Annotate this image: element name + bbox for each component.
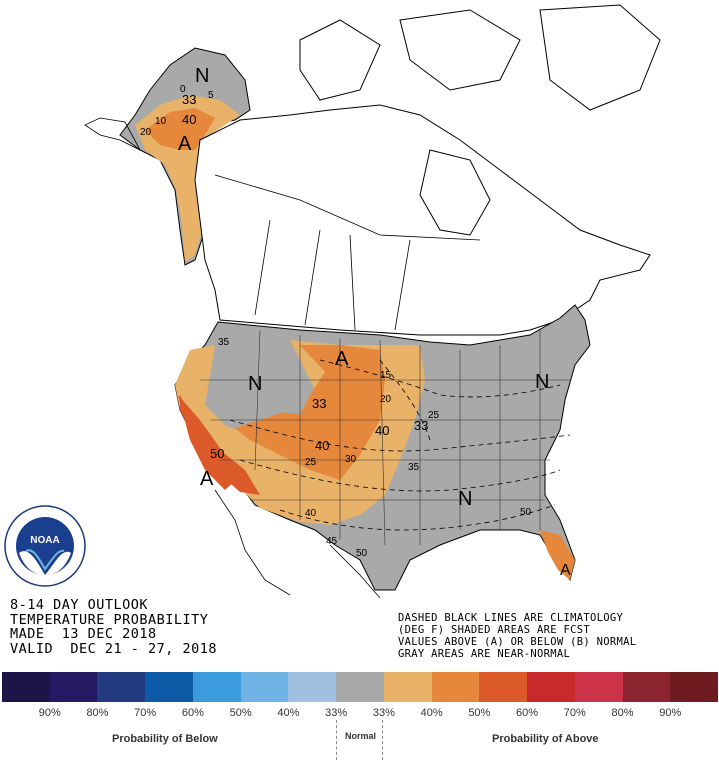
noaa-logo-text: NOAA: [30, 535, 59, 546]
alaska-iso-10: 10: [155, 116, 167, 127]
legend-notes: DASHED BLACK LINES ARE CLIMATOLOGY (DEG …: [398, 612, 716, 660]
legend-percent-8: 40%: [420, 707, 443, 719]
noaa-logo: NOAA: [4, 505, 86, 587]
probability-color-scale: [2, 672, 719, 702]
iso-40: 40: [305, 508, 317, 519]
legend-swatch-8: [383, 672, 432, 702]
note-line-1: DASHED BLACK LINES ARE CLIMATOLOGY: [398, 612, 624, 624]
west-near-normal-label: N: [248, 373, 262, 395]
normal-divider-right: [382, 720, 383, 760]
legend-swatch-2: [97, 672, 146, 702]
iso-30: 30: [345, 454, 357, 465]
legend-percent-2: 70%: [134, 707, 157, 719]
florida-above-label: A: [560, 562, 571, 579]
legend-percent-4: 50%: [229, 707, 252, 719]
legend-percent-13: 90%: [659, 707, 682, 719]
west-50-label: 50: [210, 446, 224, 461]
east-near-normal-label: N: [535, 371, 549, 393]
iso-50b: 50: [520, 507, 532, 518]
legend-swatch-12: [574, 672, 623, 702]
probability-percent-labels: 90% 80% 70% 60% 50% 40% 33% 33% 40% 50% 60% 70% 80% 9…: [2, 707, 718, 719]
iso-15: 15: [380, 370, 392, 381]
plains-33-label: 33: [414, 418, 428, 433]
alaska-region: [84, 47, 251, 266]
legend-swatch-9: [431, 672, 480, 702]
valid-dates: VALID DEC 21 - 27, 2018: [10, 640, 218, 657]
legend-percent-3: 60%: [181, 707, 204, 719]
alaska-iso-0: 0: [180, 84, 186, 95]
legend-percent-6: 33%: [325, 707, 348, 719]
rockies-40-label: 40: [315, 438, 329, 453]
legend-swatch-4: [192, 672, 241, 702]
mexico-outline: [214, 489, 381, 599]
iso-35: 35: [408, 462, 420, 473]
normal-divider-left: [336, 720, 337, 760]
outlook-title: 8-14 DAY OUTLOOK: [10, 597, 149, 613]
legend-percent-12: 80%: [611, 707, 634, 719]
alaska-33-label: 33: [182, 92, 196, 107]
outlook-map: N A 33 40 5 0 10 20 N A 50 35 A 33 40 40…: [84, 4, 661, 599]
iso-45: 45: [326, 536, 338, 547]
iso-25: 25: [428, 410, 440, 421]
legend-percent-5: 40%: [277, 707, 300, 719]
alaska-iso-5: 5: [208, 90, 214, 101]
normal-caption: Normal: [345, 731, 377, 741]
legend-percent-1: 80%: [86, 707, 109, 719]
legend-swatch-11: [527, 672, 575, 702]
legend-percent-11: 70%: [563, 707, 586, 719]
legend-swatch-14: [670, 672, 719, 702]
legend-swatch-10: [479, 672, 528, 702]
made-date: MADE 13 DEC 2018: [10, 626, 157, 642]
probability-below-caption: Probability of Below: [112, 733, 218, 745]
alaska-40-label: 40: [182, 112, 196, 127]
legend-swatch-5: [240, 672, 289, 702]
alaska-iso-20: 20: [140, 127, 152, 138]
conus-region: [174, 304, 591, 591]
legend-swatch-6: [288, 672, 337, 702]
plains-40-label: 40: [375, 423, 389, 438]
iso-20: 20: [380, 394, 392, 405]
canada-region: [194, 4, 661, 336]
alaska-above-label: A: [178, 133, 192, 155]
note-line-4: GRAY AREAS ARE NEAR-NORMAL: [398, 648, 571, 660]
iso-25b: 25: [305, 457, 317, 468]
west-iso-35: 35: [218, 337, 230, 348]
plains-above-label: A: [335, 348, 349, 370]
rockies-33-label: 33: [312, 396, 326, 411]
south-near-normal-label: N: [458, 488, 472, 510]
note-line-2: (DEG F) SHADED AREAS ARE FCST: [398, 624, 591, 636]
legend-spacer: [2, 707, 26, 719]
note-line-3: VALUES ABOVE (A) OR BELOW (B) NORMAL: [398, 636, 637, 648]
legend-swatch-0: [2, 672, 50, 702]
alaska-near-normal-label: N: [195, 65, 209, 87]
legend-swatch-13: [622, 672, 671, 702]
outlook-subtitle: TEMPERATURE PROBABILITY: [10, 611, 209, 628]
legend-swatch-3: [145, 672, 193, 702]
outlook-title-block: 8-14 DAY OUTLOOK TEMPERATURE PROBABILITY…: [10, 598, 310, 656]
legend-swatch-1: [49, 672, 98, 702]
west-above-label: A: [200, 468, 214, 490]
legend-percent-9: 50%: [468, 707, 491, 719]
legend-percent-7: 33%: [372, 707, 395, 719]
probability-above-caption: Probability of Above: [492, 733, 599, 745]
legend-percent-0: 90%: [38, 707, 61, 719]
legend-percent-10: 60%: [516, 707, 539, 719]
legend-spacer: [694, 707, 718, 719]
legend-swatch-7: [336, 672, 384, 702]
iso-50: 50: [356, 548, 368, 559]
